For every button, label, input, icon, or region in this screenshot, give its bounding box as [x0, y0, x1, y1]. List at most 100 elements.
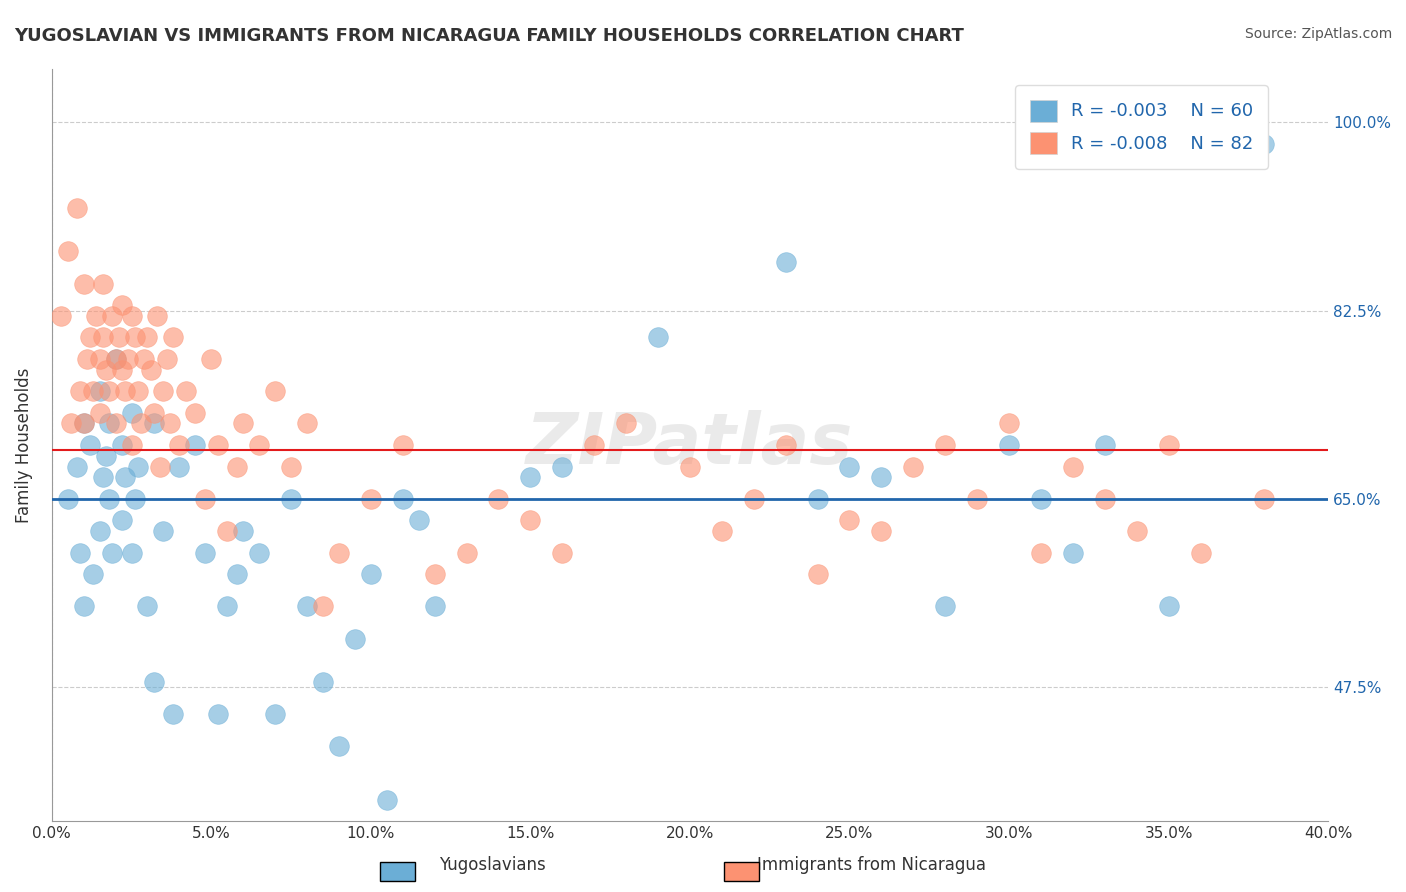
Point: [1157, 599, 1180, 614]
Point: [107, 330, 129, 344]
Point: [124, 491, 146, 506]
Point: [104, 351, 127, 366]
Point: [159, 417, 181, 431]
Point: [194, 545, 217, 559]
Point: [184, 438, 207, 452]
Point: [111, 298, 134, 312]
Point: [91, 277, 114, 291]
Point: [551, 545, 574, 559]
Point: [91, 330, 114, 344]
Point: [127, 459, 149, 474]
Point: [111, 438, 134, 452]
Point: [56, 244, 79, 259]
Point: [73, 417, 96, 431]
Point: [1062, 459, 1084, 474]
Point: [89, 351, 111, 366]
Point: [1029, 545, 1052, 559]
Point: [174, 384, 197, 399]
Y-axis label: Family Households: Family Households: [15, 368, 32, 523]
Point: [264, 706, 287, 721]
Point: [169, 459, 191, 474]
Point: [66, 202, 89, 216]
Point: [614, 417, 637, 431]
Point: [152, 384, 174, 399]
Point: [966, 491, 988, 506]
Point: [79, 330, 101, 344]
Point: [295, 417, 318, 431]
Point: [1094, 491, 1116, 506]
Point: [89, 524, 111, 538]
Point: [519, 513, 541, 527]
Point: [98, 384, 121, 399]
Point: [82, 567, 104, 582]
Point: [121, 545, 143, 559]
Point: [129, 417, 152, 431]
Point: [121, 309, 143, 323]
Point: [207, 706, 229, 721]
Point: [360, 567, 382, 582]
Point: [312, 599, 335, 614]
Point: [156, 351, 179, 366]
Legend: R = -0.003    N = 60, R = -0.008    N = 82: R = -0.003 N = 60, R = -0.008 N = 82: [1015, 85, 1268, 169]
Point: [89, 406, 111, 420]
Point: [423, 567, 446, 582]
Point: [934, 599, 956, 614]
Point: [162, 706, 184, 721]
Point: [806, 491, 828, 506]
Point: [247, 545, 270, 559]
Point: [375, 793, 398, 807]
Point: [391, 491, 413, 506]
Point: [488, 491, 510, 506]
Point: [225, 459, 247, 474]
Point: [583, 438, 606, 452]
Point: [1029, 491, 1052, 506]
Text: Source: ZipAtlas.com: Source: ZipAtlas.com: [1244, 27, 1392, 41]
Point: [149, 459, 172, 474]
Point: [79, 438, 101, 452]
Point: [328, 545, 350, 559]
Point: [114, 470, 136, 484]
Point: [73, 277, 96, 291]
Point: [142, 406, 165, 420]
Point: [73, 599, 96, 614]
Point: [94, 362, 117, 376]
Point: [111, 362, 134, 376]
Point: [870, 470, 893, 484]
Point: [94, 449, 117, 463]
Point: [328, 739, 350, 754]
Point: [142, 417, 165, 431]
Point: [217, 599, 239, 614]
Text: ZIPatlas: ZIPatlas: [526, 410, 853, 480]
Point: [69, 384, 91, 399]
Point: [111, 513, 134, 527]
Point: [124, 330, 146, 344]
Point: [232, 524, 254, 538]
Point: [264, 384, 287, 399]
Point: [1253, 136, 1275, 151]
Point: [69, 545, 91, 559]
Point: [838, 459, 860, 474]
Point: [152, 524, 174, 538]
Point: [998, 438, 1021, 452]
Point: [217, 524, 239, 538]
Point: [998, 417, 1021, 431]
Point: [1157, 438, 1180, 452]
Point: [870, 524, 893, 538]
Point: [184, 406, 207, 420]
Point: [73, 417, 96, 431]
Point: [647, 330, 669, 344]
Point: [1253, 491, 1275, 506]
Point: [59, 417, 82, 431]
Point: [142, 674, 165, 689]
Point: [114, 384, 136, 399]
Point: [101, 309, 124, 323]
Point: [312, 674, 335, 689]
Point: [551, 459, 574, 474]
Point: [207, 438, 229, 452]
Point: [456, 545, 478, 559]
Point: [136, 330, 159, 344]
Point: [710, 524, 733, 538]
Point: [742, 491, 765, 506]
Point: [66, 459, 89, 474]
Point: [86, 309, 108, 323]
